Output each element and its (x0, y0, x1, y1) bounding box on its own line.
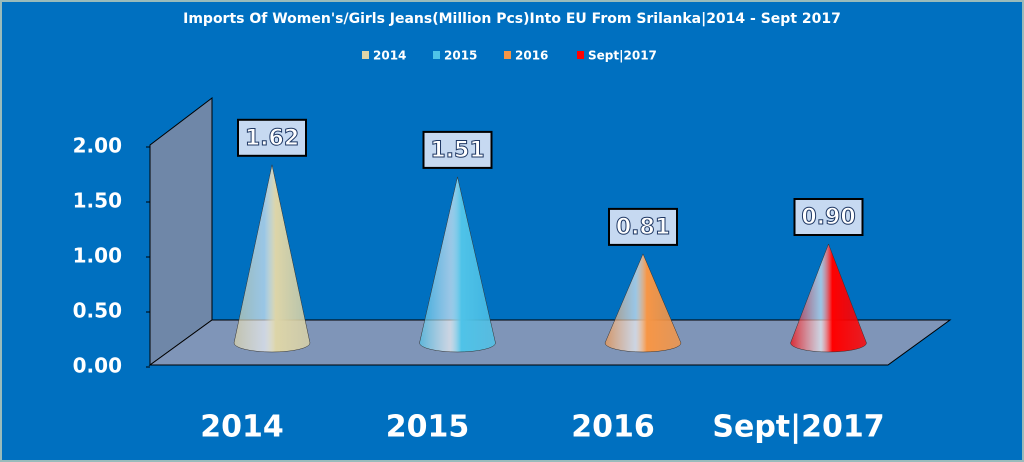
cone (604, 253, 682, 353)
y-tick-label: 2.00 (73, 134, 122, 158)
cone (419, 176, 496, 353)
legend-label: 2014 (373, 49, 406, 63)
x-tick-label: Sept|2017 (712, 410, 884, 445)
value-label: 0.90 (801, 205, 855, 230)
legend-swatch (433, 51, 440, 59)
y-tick-label: 0.00 (73, 354, 122, 378)
back-wall (149, 96, 213, 366)
value-label-box (237, 118, 307, 157)
value-label-box (793, 198, 864, 236)
value-label-box (608, 207, 678, 246)
legend-swatch (362, 51, 369, 59)
value-label: 0.81 (616, 215, 670, 240)
value-label: 1.51 (430, 138, 484, 163)
legend-label: 2015 (444, 49, 477, 63)
cone (790, 243, 867, 353)
floor (148, 319, 952, 366)
legend-label: Sept|2017 (588, 49, 657, 63)
value-label: 1.62 (245, 126, 299, 151)
x-tick-label: 2014 (200, 410, 284, 445)
value-label-box (422, 130, 493, 169)
cone (233, 164, 311, 353)
legend-swatch (504, 51, 511, 59)
legend-swatch (577, 51, 584, 59)
y-tick-label: 1.50 (73, 189, 122, 213)
chart-title: Imports Of Women's/Girls Jeans(Million P… (183, 11, 841, 27)
x-tick-label: 2015 (386, 410, 470, 445)
y-tick-label: 0.50 (73, 299, 122, 323)
legend-label: 2016 (515, 49, 548, 63)
x-tick-label: 2016 (571, 410, 655, 445)
y-tick-label: 1.00 (73, 244, 122, 268)
